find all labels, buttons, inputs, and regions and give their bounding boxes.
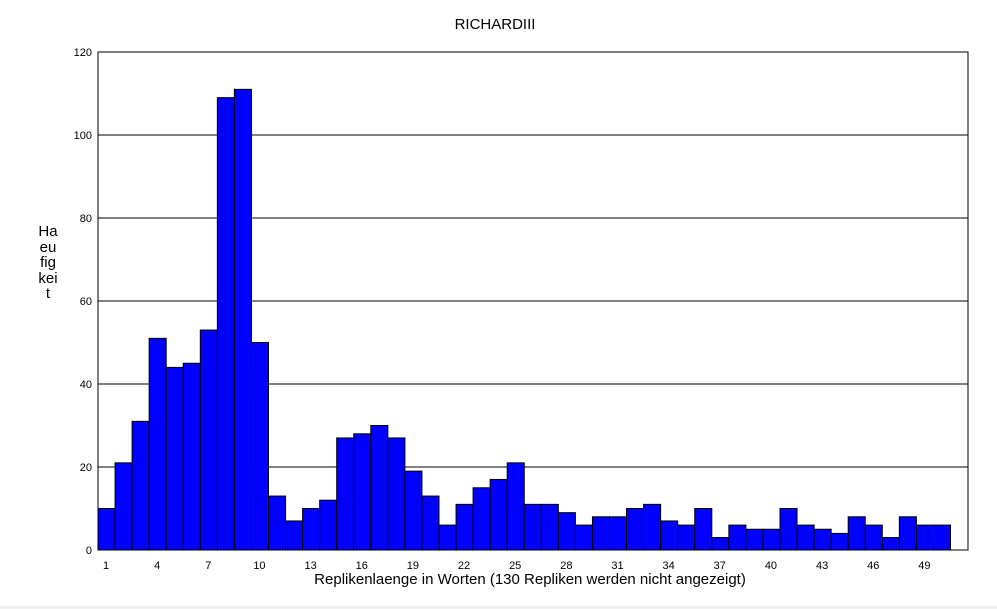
bar — [779, 508, 798, 551]
y-tick-label: 0 — [86, 545, 92, 557]
bar — [421, 495, 440, 551]
bar — [216, 97, 235, 551]
y-tick-label: 40 — [80, 379, 92, 391]
bar — [131, 420, 150, 551]
bar — [506, 462, 525, 551]
x-tick-label: 7 — [205, 560, 211, 572]
y-tick-label: 120 — [74, 47, 92, 59]
bar — [677, 524, 696, 551]
y-tick-label: 60 — [80, 296, 92, 308]
bar — [285, 520, 304, 551]
bar — [591, 516, 611, 551]
bar — [489, 478, 508, 551]
bar — [114, 462, 133, 551]
bar — [523, 503, 542, 551]
bar — [353, 433, 372, 551]
bar — [796, 524, 815, 551]
bar — [643, 503, 662, 551]
y-tick-label: 100 — [74, 130, 92, 142]
bar — [881, 537, 900, 551]
bar — [932, 524, 952, 551]
bar — [370, 425, 389, 551]
bar — [915, 524, 934, 551]
x-tick-label: 40 — [765, 560, 777, 572]
x-tick-label: 13 — [304, 560, 316, 572]
bar — [268, 495, 287, 551]
bar — [574, 524, 593, 551]
x-tick-label: 37 — [714, 560, 726, 572]
x-tick-label: 1 — [103, 560, 109, 572]
bar — [557, 512, 576, 551]
bar — [148, 337, 167, 551]
x-tick-label: 22 — [458, 560, 470, 572]
x-tick-label: 31 — [611, 560, 623, 572]
bar — [97, 508, 116, 551]
x-tick-label: 43 — [816, 560, 828, 572]
bar — [472, 487, 491, 551]
bar — [250, 342, 269, 551]
bar — [660, 520, 679, 551]
x-tick-label: 25 — [509, 560, 521, 572]
bar — [302, 508, 321, 551]
bar — [233, 88, 252, 551]
bar — [387, 437, 406, 551]
window-bottom-edge — [0, 606, 997, 609]
x-tick-label: 19 — [407, 560, 419, 572]
bar — [609, 516, 628, 551]
bar — [319, 499, 338, 551]
x-tick-label: 4 — [154, 560, 160, 572]
x-tick-label: 34 — [663, 560, 675, 572]
bar — [404, 470, 423, 551]
bar — [813, 528, 832, 551]
bar — [694, 508, 713, 551]
bar — [898, 516, 917, 551]
bar — [711, 537, 730, 551]
y-axis-label: Haeufigkeit — [38, 223, 58, 302]
bar — [438, 524, 457, 551]
bar — [728, 524, 747, 551]
x-tick-label: 28 — [560, 560, 572, 572]
bar — [830, 532, 849, 551]
bars — [97, 88, 952, 551]
y-tick-label: 80 — [80, 213, 92, 225]
x-tick-label: 10 — [253, 560, 265, 572]
x-tick-label: 46 — [867, 560, 879, 572]
axes: 0 20 40 60 80 100 120 1 4 7 10 13 16 19 22 25 28 31 34 37 40… — [74, 47, 969, 572]
bar — [165, 366, 184, 551]
x-tick-label: 49 — [918, 560, 930, 572]
bar — [540, 503, 559, 551]
chart-title: RICHARDIII — [454, 16, 536, 33]
bar — [455, 503, 474, 551]
bar — [199, 329, 218, 551]
bar — [182, 362, 201, 551]
plot-frame — [97, 51, 969, 551]
bar — [626, 508, 645, 551]
bar — [762, 528, 781, 551]
x-axis-label: Replikenlaenge in Worten (130 Repliken w… — [314, 571, 746, 588]
x-tick-label: 16 — [356, 560, 368, 572]
bar — [336, 437, 355, 551]
bar — [864, 524, 883, 551]
y-tick-label: 20 — [80, 462, 92, 474]
bar — [847, 516, 866, 551]
bar — [745, 528, 764, 551]
